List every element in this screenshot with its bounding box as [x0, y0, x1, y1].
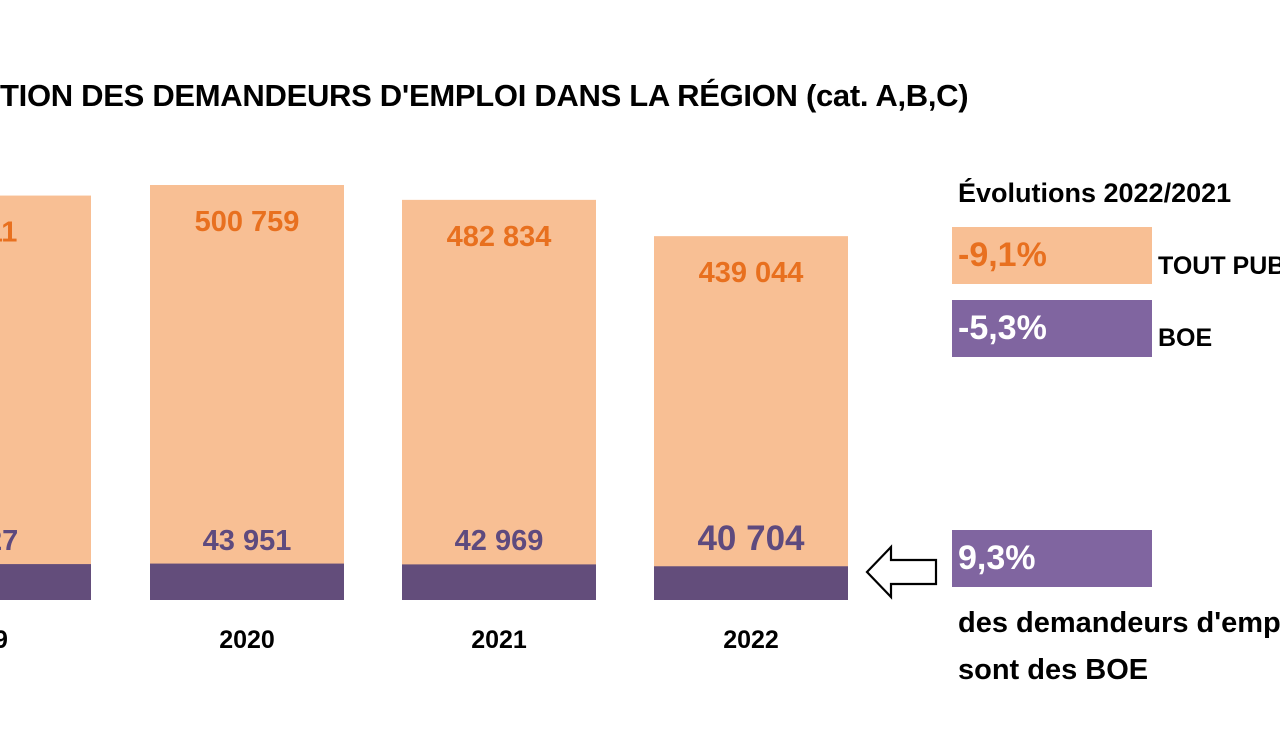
label-boe-0: 327: [0, 525, 18, 557]
label-boe-3: 40 704: [697, 519, 805, 558]
chart-title: TION DES DEMANDEURS D'EMPLOI DANS LA RÉG…: [0, 78, 969, 113]
label-boe-1: 43 951: [203, 525, 292, 557]
bar-boe-1: [150, 563, 344, 600]
legend-title: Évolutions 2022/2021: [958, 178, 1232, 208]
label-total-3: 439 044: [699, 257, 804, 289]
total-change-badge: -9,1%: [952, 227, 1152, 284]
boe-share-line-1: des demandeurs d'emploi: [958, 607, 1280, 639]
boe-share-text: des demandeurs d'emploi sont des BOE: [958, 600, 1280, 694]
total-public-label: TOUT PUBLIC: [1158, 252, 1280, 280]
label-total-1: 500 759: [195, 206, 300, 238]
bar-total-0: [0, 195, 91, 600]
x-tick-3: 2022: [723, 626, 779, 654]
bar-boe-2: [402, 564, 596, 600]
bar-total-3: [654, 236, 848, 600]
bar-boe-0: [0, 564, 91, 600]
boe-share-line-2: sont des BOE: [958, 654, 1149, 686]
boe-change-badge: -5,3%: [952, 300, 1152, 357]
boe-label: BOE: [1158, 324, 1213, 352]
bar-total-2: [402, 199, 596, 600]
bar-boe-3: [654, 566, 848, 600]
boe-share-badge: 9,3%: [952, 530, 1152, 587]
label-total-2: 482 834: [447, 221, 552, 253]
bar-total-1: [150, 185, 344, 600]
x-tick-0: 19: [0, 626, 8, 654]
label-total-0: 011: [0, 217, 17, 249]
left-arrow-icon: [865, 544, 938, 600]
label-boe-2: 42 969: [455, 525, 544, 557]
x-tick-1: 2020: [219, 626, 275, 654]
x-tick-2: 2021: [471, 626, 527, 654]
